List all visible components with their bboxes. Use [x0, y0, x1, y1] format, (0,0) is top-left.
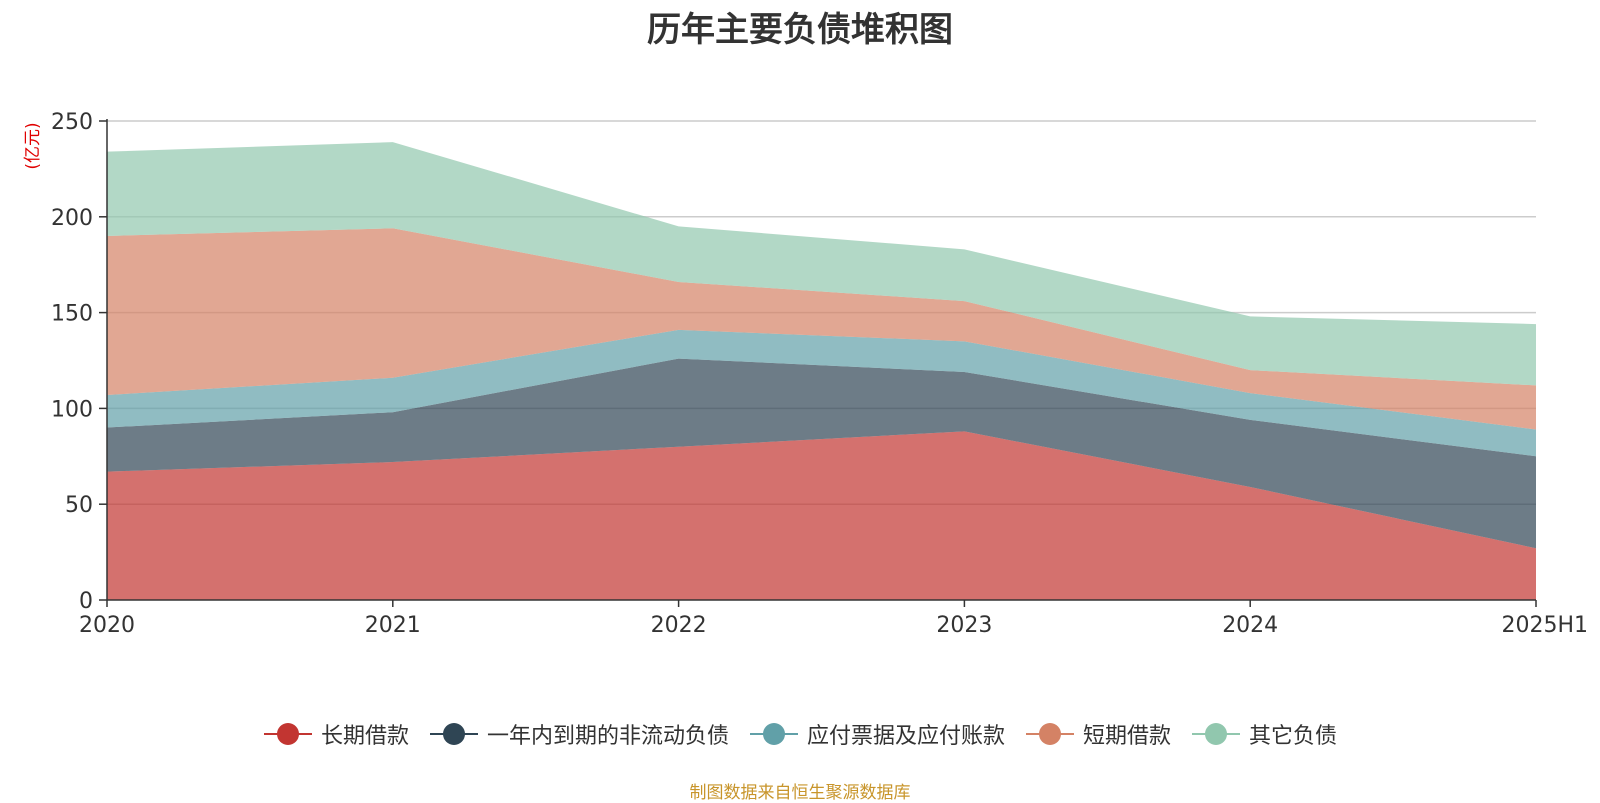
- x-tick-label: 2024: [1222, 613, 1278, 638]
- legend-item-3[interactable]: 短期借款: [1025, 718, 1171, 750]
- source-note: 制图数据来自恒生聚源数据库: [689, 783, 911, 803]
- legend-label: 短期借款: [1083, 724, 1172, 749]
- y-tick-label: 0: [79, 589, 93, 614]
- legend-label: 一年内到期的非流动负债: [486, 724, 729, 749]
- x-tick-label: 2025H1: [1501, 613, 1588, 638]
- tick-labels: 0 50 100 150 200 250 2020 2021 2022 2023 2024 2025H…: [23, 110, 1588, 638]
- legend-label: 长期借款: [320, 724, 409, 749]
- y-tick-label: 150: [51, 302, 93, 327]
- area-series-4: [107, 142, 1536, 386]
- legend-marker-icon: [1192, 723, 1241, 745]
- legend-item-2[interactable]: 应付票据及应付账款: [749, 718, 1005, 750]
- legend-item-0[interactable]: 长期借款: [263, 718, 409, 750]
- legend-marker-icon: [429, 723, 478, 745]
- y-unit-label: (亿元): [23, 122, 43, 169]
- legend-marker-icon: [263, 723, 312, 745]
- area-series-1: [107, 358, 1536, 549]
- y-tick-label: 250: [51, 110, 93, 135]
- y-tick-label: 200: [51, 206, 93, 231]
- x-tick-label: 2020: [79, 613, 135, 638]
- legend-label: 其它负债: [1249, 724, 1338, 749]
- legend-item-4[interactable]: 其它负债: [1191, 718, 1337, 750]
- chart-title: 历年主要负债堆积图: [647, 10, 953, 50]
- legend-item-1[interactable]: 一年内到期的非流动负债: [429, 718, 729, 750]
- legend-marker-icon: [749, 723, 798, 745]
- area-series: [107, 142, 1536, 600]
- x-tick-label: 2021: [365, 613, 421, 638]
- x-tick-label: 2023: [936, 613, 992, 638]
- area-series-0: [107, 431, 1536, 600]
- legend: 长期借款 一年内到期的非流动负债 应付票据及应付账款 短期借款 其它负债: [0, 718, 1600, 750]
- y-tick-label: 100: [51, 397, 93, 422]
- area-series-3: [107, 228, 1536, 430]
- legend-label: 应付票据及应付账款: [806, 724, 1005, 749]
- legend-marker-icon: [1026, 723, 1074, 745]
- x-tick-label: 2022: [651, 613, 707, 638]
- y-tick-label: 50: [65, 493, 93, 518]
- axes: [99, 119, 1537, 607]
